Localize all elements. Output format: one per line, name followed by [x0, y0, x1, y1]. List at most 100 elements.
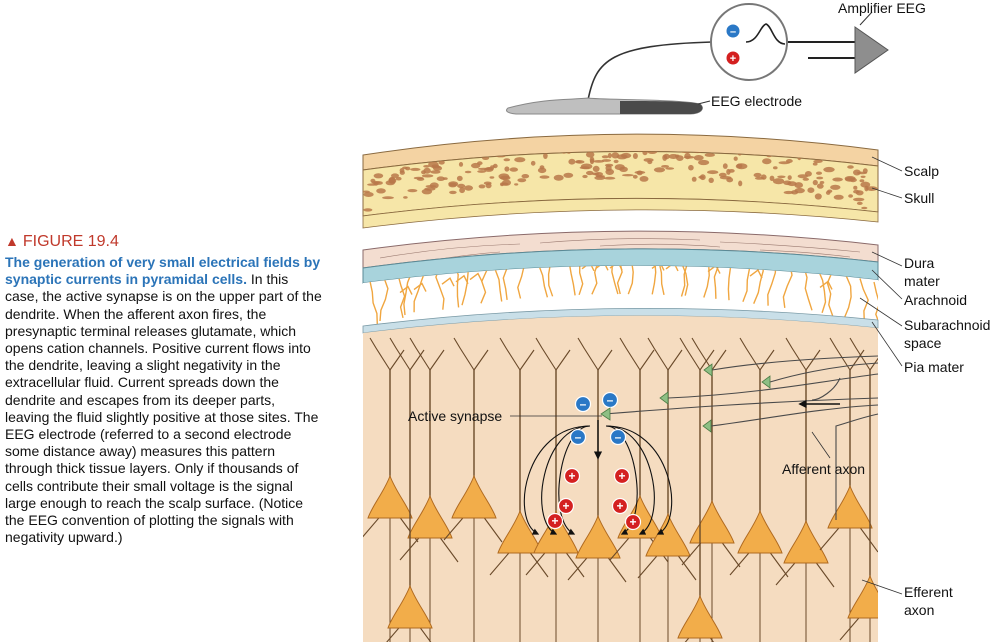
pyramidal-neuron [669, 337, 729, 642]
bone-particle [448, 181, 459, 187]
subarachnoid-fiber [680, 265, 693, 297]
bone-particle [413, 176, 424, 180]
bone-particle [620, 152, 632, 159]
dendrite-branch [739, 337, 775, 371]
positive-charge-icon: + [624, 513, 642, 531]
bone-particle [553, 174, 564, 181]
subarachnoid-fiber-branch [595, 265, 609, 271]
subarachnoid-fiber-branch [665, 265, 679, 272]
subarachnoid-fiber [677, 265, 689, 296]
bone-particle [777, 175, 786, 179]
bone-particle [772, 178, 785, 185]
subarachnoid-fiber [713, 265, 721, 299]
neuron-soma [847, 574, 878, 619]
bone-particle [605, 163, 614, 167]
bone-particle [718, 172, 727, 178]
bone-particle [636, 170, 643, 176]
bone-particle [726, 168, 731, 175]
bone-particle [410, 167, 421, 171]
pyramidal-neuron [399, 337, 459, 642]
bone-particle [436, 176, 445, 181]
positive-charge-icon: + [546, 512, 564, 530]
bone-particle [449, 190, 457, 195]
subarachnoid-fiber [537, 265, 549, 298]
bone-particle [812, 179, 818, 186]
bone-particle [477, 170, 486, 173]
dendrite-branch [619, 337, 655, 371]
bone-particle [848, 194, 853, 198]
bone-particle [607, 152, 612, 159]
bone-particle [403, 196, 408, 199]
bone-particle [543, 152, 548, 159]
neuron-soma [827, 484, 873, 529]
subarachnoid-fiber [578, 265, 584, 296]
subarachnoid-fiber [547, 265, 554, 297]
pyramidal-neuron [443, 337, 503, 642]
dendrite-branch [647, 337, 683, 371]
bone-particle [586, 151, 595, 158]
subarachnoid-fiber [817, 269, 827, 314]
bone-particle [477, 161, 483, 166]
scalp-label: Scalp [904, 163, 939, 179]
pyramidal-neuron [379, 337, 439, 642]
bone-particle [662, 154, 668, 161]
bone-particle [816, 183, 824, 189]
figure-caption: ▲ FIGURE 19.4 The generation of very smal… [5, 233, 323, 546]
bone-particle [778, 161, 791, 165]
bone-particle [787, 175, 792, 181]
bone-particle [423, 165, 430, 168]
bone-particle [457, 183, 466, 189]
afferent-axon-label: Afferent axon [782, 461, 865, 477]
electrode-label: EEG electrode [711, 93, 802, 109]
bone-particle [813, 159, 823, 163]
bone-particle [856, 201, 863, 205]
dura-label-line2: mater [904, 273, 940, 289]
bone-particle [601, 159, 612, 162]
bone-particle [698, 175, 705, 179]
bone-particle [482, 156, 490, 160]
subarachnoid-label-line1: Subarachnoid [904, 317, 990, 333]
bone-particle [456, 175, 463, 182]
bone-particle [853, 169, 861, 176]
bone-particle [575, 160, 582, 164]
bone-particle [568, 158, 576, 165]
subarachnoid-fiber [742, 265, 751, 303]
skull-label: Skull [904, 190, 934, 206]
bone-particle [847, 165, 854, 169]
bone-particle [442, 177, 448, 180]
positive-charge-icon: + [611, 497, 629, 515]
bone-particle [823, 166, 835, 173]
neuron-soma [497, 509, 543, 554]
subarachnoid-fiber [843, 275, 852, 319]
dendrite-branch [409, 337, 445, 371]
svg-text:–: – [730, 26, 736, 38]
caption-body: In this case, the active synapse is on t… [5, 271, 322, 546]
bone-particle [812, 162, 818, 166]
bone-particle [665, 167, 675, 170]
bone-particle [642, 151, 648, 156]
bone-particle [807, 187, 815, 193]
subarachnoid-fiber [649, 265, 657, 295]
afferent-axons [603, 355, 879, 520]
amplifier-label: Amplifier EEG [838, 0, 926, 16]
bone-particle [592, 165, 600, 172]
amplifier: – + [587, 3, 889, 103]
bone-particle [428, 161, 439, 168]
bone-particle [622, 174, 634, 177]
bone-particle [459, 187, 465, 194]
neuron-soma [737, 509, 783, 554]
bone-particle [814, 193, 822, 200]
dendrite-branch [849, 337, 878, 371]
eeg-waveform-icon [745, 23, 786, 45]
bone-particle [653, 167, 666, 173]
bone-particle [402, 166, 408, 170]
dendrite-branch [389, 337, 425, 371]
bone-particle [399, 170, 405, 175]
dendrite-branch [535, 337, 571, 371]
negative-charge-icon: – [609, 428, 627, 446]
bone-particle [563, 172, 574, 178]
dendrite-branch [679, 337, 715, 371]
bone-particle [708, 177, 714, 183]
subarachnoid-fiber [494, 265, 503, 302]
bone-particle [853, 185, 858, 190]
